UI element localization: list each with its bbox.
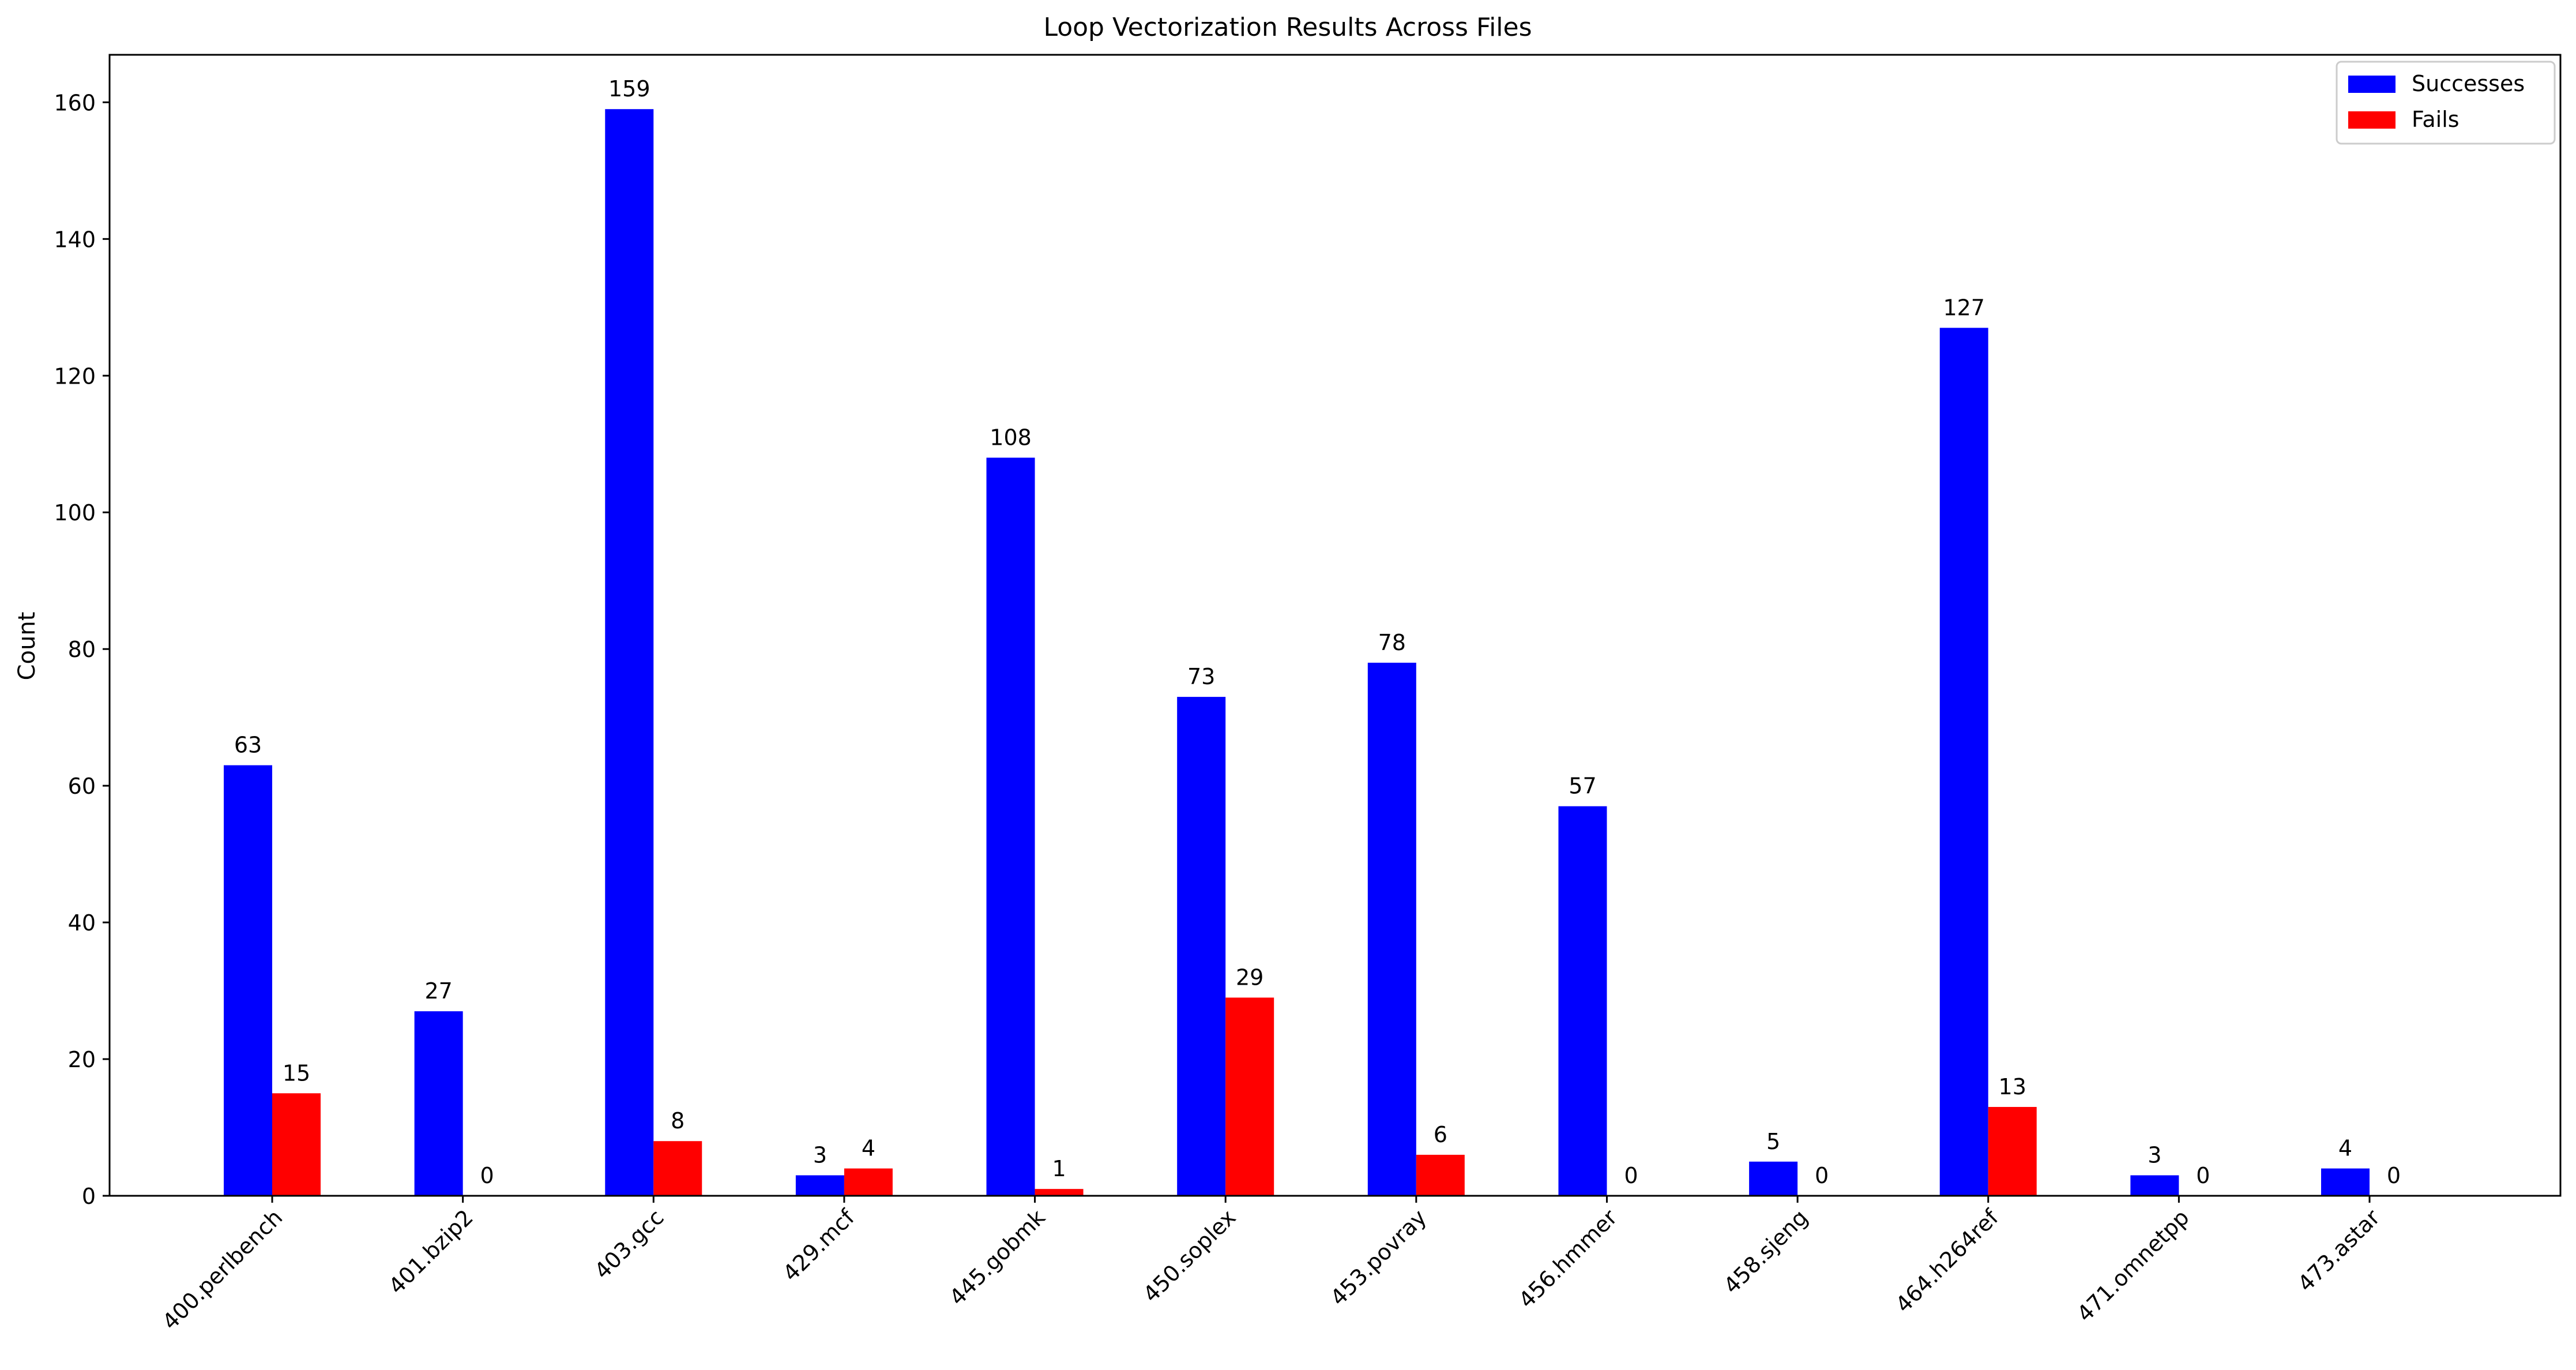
x-tick-label: 403.gcc [589, 1204, 669, 1284]
bar-fails [1416, 1154, 1465, 1196]
x-tick-label: 450.soplex [1138, 1204, 1241, 1307]
legend-swatch [2348, 76, 2396, 93]
bar-fails [1988, 1106, 2037, 1196]
y-tick-label: 120 [54, 363, 96, 389]
y-tick-label: 0 [82, 1184, 96, 1209]
bar-value-label: 78 [1378, 630, 1406, 655]
bar-value-label: 159 [608, 76, 650, 102]
y-tick-label: 20 [68, 1047, 96, 1072]
bar-value-label: 15 [283, 1060, 310, 1086]
bar-value-label: 63 [234, 733, 262, 758]
y-tick-label: 40 [68, 910, 96, 936]
bar-value-label: 0 [2196, 1163, 2210, 1188]
legend-label: Fails [2412, 107, 2460, 132]
bar-value-label: 73 [1187, 664, 1215, 689]
legend: Successes Fails [2336, 61, 2556, 145]
bar-value-label: 4 [2338, 1136, 2352, 1161]
bar-successes [986, 457, 1035, 1196]
y-tick-label: 60 [68, 774, 96, 799]
bar-value-label: 8 [671, 1108, 685, 1133]
bar-value-label: 0 [480, 1163, 494, 1188]
x-tick-label: 473.astar [2293, 1204, 2385, 1297]
x-tick-label: 401.bzip2 [383, 1204, 478, 1299]
bar-value-label: 5 [1766, 1129, 1780, 1154]
bar-value-label: 13 [1999, 1074, 2026, 1099]
bar-value-label: 3 [2148, 1142, 2161, 1168]
bar-successes [795, 1175, 844, 1196]
bar-successes [1558, 806, 1607, 1196]
bar-value-label: 4 [862, 1136, 875, 1161]
bar-successes [1367, 662, 1416, 1196]
bar-value-label: 0 [1815, 1163, 1829, 1188]
plot-frame [108, 54, 2562, 1197]
bar-successes [1749, 1161, 1798, 1196]
x-tick-label: 458.sjeng [1718, 1204, 1812, 1298]
bar-value-label: 6 [1434, 1122, 1447, 1147]
bar-fails [653, 1141, 702, 1196]
bar-value-label: 29 [1236, 964, 1263, 990]
bar-fails [844, 1168, 893, 1196]
bar-value-label: 57 [1569, 774, 1596, 799]
chart-title: Loop Vectorization Results Across Files [1043, 13, 1532, 42]
bar-value-label: 0 [1624, 1163, 1638, 1188]
x-tick-label: 429.mcf [778, 1204, 860, 1286]
x-tick-label: 456.hmmer [1514, 1204, 1622, 1313]
y-tick-label: 140 [54, 227, 96, 252]
bar-value-label: 0 [2387, 1163, 2401, 1188]
y-tick-label: 100 [54, 500, 96, 526]
bar-fails [1035, 1189, 1084, 1196]
bar-value-label: 1 [1052, 1156, 1066, 1181]
bar-successes [224, 765, 272, 1196]
y-tick-label: 160 [54, 90, 96, 115]
bar-successes [1939, 328, 1988, 1196]
y-tick-label: 80 [68, 637, 96, 662]
x-tick-label: 400.perlbench [157, 1204, 287, 1334]
bar-value-label: 27 [424, 978, 452, 1004]
bar-value-labels: 63 27 159 3 108 73 78 57 5 127 3 4 15 0 8 4 1 29 6 0 0 13 0 0 [234, 76, 2401, 1188]
x-tick-label: 464.h264ref [1890, 1204, 2004, 1318]
legend-swatch [2348, 111, 2396, 129]
bar-successes [2130, 1175, 2179, 1196]
bar-fails [1225, 997, 1274, 1196]
bar-successes [414, 1011, 463, 1196]
bar-successes [605, 109, 654, 1196]
bars [224, 109, 2370, 1196]
bar-successes [2321, 1168, 2370, 1196]
y-axis-label: Count [14, 612, 40, 681]
x-tick-label: 471.omnetpp [2072, 1204, 2194, 1327]
bar-value-label: 3 [813, 1142, 827, 1168]
x-tick-label: 453.povray [1325, 1204, 1431, 1311]
bar-fails [272, 1093, 321, 1196]
bar-value-label: 127 [1943, 295, 1985, 320]
x-tick-label: 445.gobmk [945, 1204, 1050, 1310]
legend-label: Successes [2412, 71, 2525, 96]
bar-value-label: 108 [990, 425, 1032, 450]
bar-successes [1177, 697, 1226, 1196]
